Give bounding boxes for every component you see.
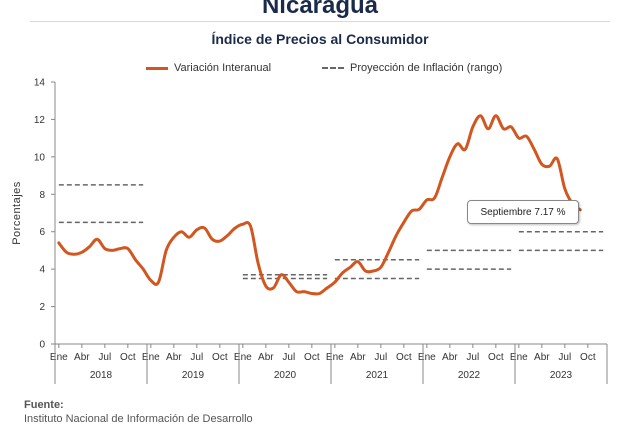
x-tick-label: Ene <box>510 352 528 363</box>
x-tick-label: Ene <box>50 352 68 363</box>
source-label: Fuente: <box>24 398 253 412</box>
y-tick-label: 8 <box>39 190 45 201</box>
x-tick-label: Abr <box>442 352 458 363</box>
y-tick-label: 12 <box>34 115 46 126</box>
x-tick-label: Jul <box>374 352 387 363</box>
y-tick-label: 14 <box>34 78 46 89</box>
source-note: Fuente: Instituto Nacional de Informació… <box>24 398 253 426</box>
x-tick-label: Oct <box>488 352 504 363</box>
y-tick-label: 6 <box>39 227 45 238</box>
x-tick-label: Jul <box>190 352 203 363</box>
x-tick-label: Ene <box>142 352 160 363</box>
x-year-label: 2021 <box>366 370 389 381</box>
x-year-label: 2020 <box>274 370 297 381</box>
y-axis-title: Porcentajes <box>11 181 23 245</box>
x-tick-label: Ene <box>418 352 436 363</box>
callout-label: Septiembre 7.17 % <box>467 200 579 224</box>
x-tick-label: Oct <box>212 352 228 363</box>
x-year-label: 2019 <box>182 370 205 381</box>
x-tick-label: Oct <box>120 352 136 363</box>
x-tick-label: Jul <box>98 352 111 363</box>
x-tick-label: Abr <box>166 352 182 363</box>
x-tick-label: Oct <box>304 352 320 363</box>
x-tick-label: Abr <box>258 352 274 363</box>
x-tick-label: Oct <box>396 352 412 363</box>
x-tick-label: Jul <box>282 352 295 363</box>
x-tick-label: Abr <box>534 352 550 363</box>
x-tick-label: Abr <box>74 352 90 363</box>
x-year-label: 2023 <box>550 370 573 381</box>
y-tick-label: 0 <box>39 340 45 351</box>
x-tick-label: Jul <box>466 352 479 363</box>
x-tick-label: Jul <box>558 352 571 363</box>
x-tick-label: Ene <box>234 352 252 363</box>
x-year-label: 2022 <box>458 370 481 381</box>
y-tick-label: 2 <box>39 302 45 313</box>
x-tick-label: Ene <box>326 352 344 363</box>
x-year-label: 2018 <box>90 370 113 381</box>
y-tick-label: 10 <box>34 152 46 163</box>
y-tick-label: 4 <box>39 265 45 276</box>
x-tick-label: Oct <box>580 352 596 363</box>
x-tick-label: Abr <box>350 352 366 363</box>
